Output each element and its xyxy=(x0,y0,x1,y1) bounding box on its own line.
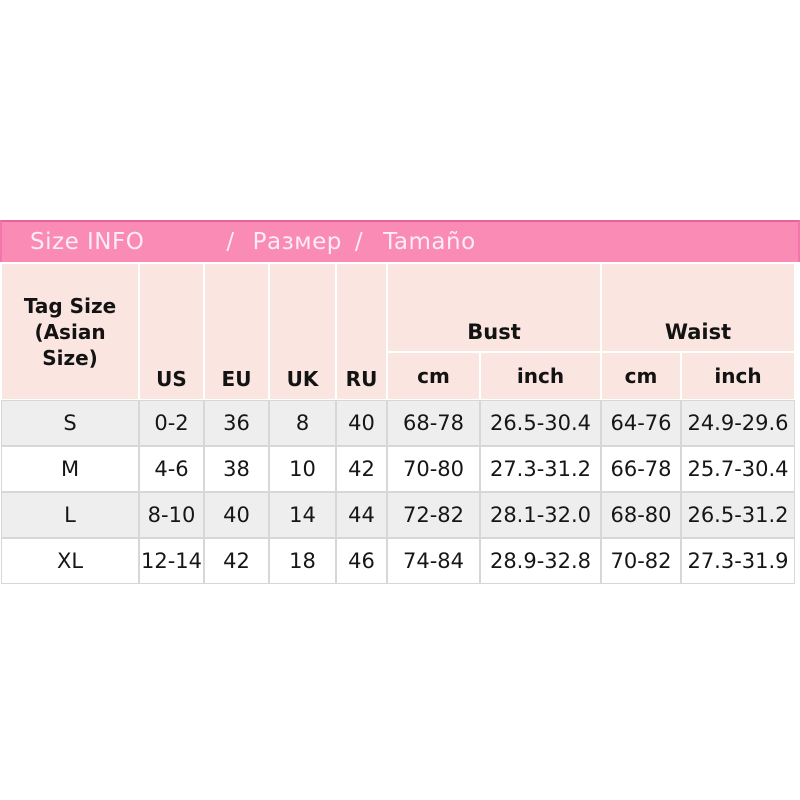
header-tag-size: Tag Size (Asian Size) xyxy=(2,264,138,399)
table-row-s: S 0-2 36 8 40 68-78 26.5-30.4 64-76 24.9… xyxy=(2,401,795,445)
cell-waist-cm: 68-80 xyxy=(602,493,680,537)
cell-waist-inch: 27.3-31.9 xyxy=(682,539,795,583)
cell-tag: M xyxy=(2,447,138,491)
cell-ru: 46 xyxy=(337,539,386,583)
cell-ru: 44 xyxy=(337,493,386,537)
cell-eu: 42 xyxy=(205,539,268,583)
header-bust: Bust xyxy=(388,264,600,351)
cell-bust-cm: 70-80 xyxy=(388,447,479,491)
cell-waist-cm: 66-78 xyxy=(602,447,680,491)
cell-uk: 14 xyxy=(270,493,335,537)
cell-waist-cm: 70-82 xyxy=(602,539,680,583)
cell-eu: 40 xyxy=(205,493,268,537)
cell-eu: 38 xyxy=(205,447,268,491)
cell-uk: 10 xyxy=(270,447,335,491)
cell-bust-cm: 74-84 xyxy=(388,539,479,583)
cell-us: 0-2 xyxy=(140,401,203,445)
cell-waist-inch: 25.7-30.4 xyxy=(682,447,795,491)
size-info-title-bar: Size INFO / Размер / Tamaño xyxy=(0,220,800,262)
header-bust-cm: cm xyxy=(388,353,479,399)
cell-bust-inch: 26.5-30.4 xyxy=(481,401,600,445)
table-row-xl: XL 12-14 42 18 46 74-84 28.9-32.8 70-82 … xyxy=(2,539,795,583)
cell-ru: 42 xyxy=(337,447,386,491)
title-separator-1: / xyxy=(226,229,235,255)
title-razmer: Размер xyxy=(252,229,342,255)
header-row-groups: Tag Size (Asian Size) US EU UK RU Bust W… xyxy=(2,264,795,399)
cell-bust-inch: 28.9-32.8 xyxy=(481,539,600,583)
header-eu: EU xyxy=(205,264,268,399)
cell-uk: 8 xyxy=(270,401,335,445)
cell-uk: 18 xyxy=(270,539,335,583)
header-waist: Waist xyxy=(602,264,795,351)
size-chart-table: Tag Size (Asian Size) US EU UK RU Bust W… xyxy=(0,262,796,585)
header-ru: RU xyxy=(337,264,386,399)
table-row-m: M 4-6 38 10 42 70-80 27.3-31.2 66-78 25.… xyxy=(2,447,795,491)
cell-us: 8-10 xyxy=(140,493,203,537)
header-bust-inch: inch xyxy=(481,353,600,399)
title-tamano: Tamaño xyxy=(383,229,476,255)
title-separator-2: / xyxy=(354,229,364,255)
header-row-units: cm inch cm inch xyxy=(2,353,795,399)
cell-bust-cm: 72-82 xyxy=(388,493,479,537)
cell-tag: L xyxy=(2,493,138,537)
title-size-info: Size INFO xyxy=(30,229,145,255)
cell-bust-inch: 27.3-31.2 xyxy=(481,447,600,491)
header-us: US xyxy=(140,264,203,399)
cell-tag: XL xyxy=(2,539,138,583)
header-waist-inch: inch xyxy=(682,353,795,399)
cell-bust-inch: 28.1-32.0 xyxy=(481,493,600,537)
cell-us: 12-14 xyxy=(140,539,203,583)
header-uk: UK xyxy=(270,264,335,399)
cell-tag: S xyxy=(2,401,138,445)
cell-waist-inch: 24.9-29.6 xyxy=(682,401,795,445)
cell-ru: 40 xyxy=(337,401,386,445)
cell-us: 4-6 xyxy=(140,447,203,491)
cell-bust-cm: 68-78 xyxy=(388,401,479,445)
cell-eu: 36 xyxy=(205,401,268,445)
header-waist-cm: cm xyxy=(602,353,680,399)
table-row-l: L 8-10 40 14 44 72-82 28.1-32.0 68-80 26… xyxy=(2,493,795,537)
cell-waist-cm: 64-76 xyxy=(602,401,680,445)
cell-waist-inch: 26.5-31.2 xyxy=(682,493,795,537)
